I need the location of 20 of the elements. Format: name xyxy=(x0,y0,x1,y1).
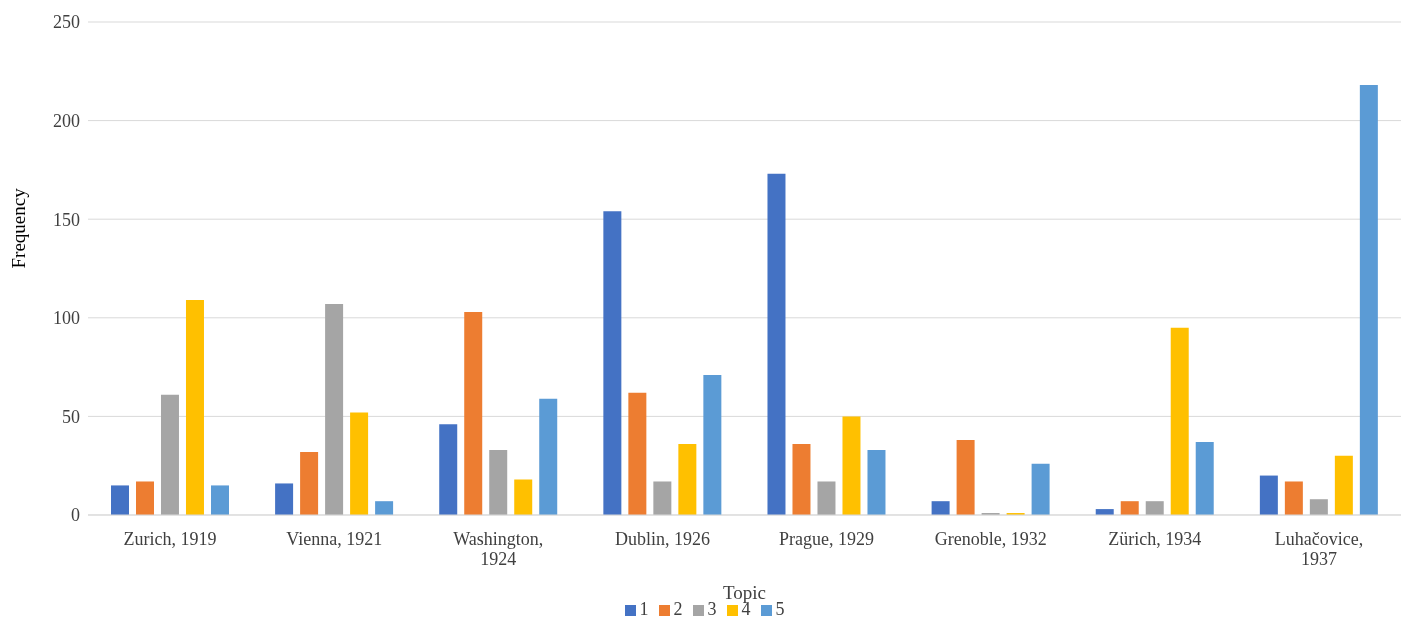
y-axis-title: Frequency xyxy=(7,187,29,269)
x-tick-label: Luhačovice, 1937 xyxy=(1274,529,1364,569)
x-tick-label: Grenoble, 1932 xyxy=(934,529,1047,549)
x-tick-label: Vienna, 1921 xyxy=(286,529,383,549)
y-tick-label: 150 xyxy=(53,209,80,230)
y-tick-label: 100 xyxy=(53,308,80,329)
legend-label: 3 xyxy=(707,599,717,619)
x-tick-label: Zürich, 1934 xyxy=(1108,529,1202,549)
y-tick-label: 200 xyxy=(53,110,80,131)
x-tick-label: Zurich, 1919 xyxy=(123,529,217,549)
x-tick-label: Prague, 1929 xyxy=(779,529,875,549)
x-tick-label: Washington, 1924 xyxy=(453,529,544,569)
x-tick-label: Dublin, 1926 xyxy=(614,529,710,549)
legend-label: 2 xyxy=(673,599,683,619)
x-axis-title: Topic xyxy=(723,582,766,603)
y-tick-label: 0 xyxy=(71,505,80,526)
y-tick-label: 50 xyxy=(62,406,80,427)
legend-label: 5 xyxy=(775,599,785,619)
legend-label: 1 xyxy=(639,599,649,619)
y-tick-label: 250 xyxy=(53,12,80,33)
